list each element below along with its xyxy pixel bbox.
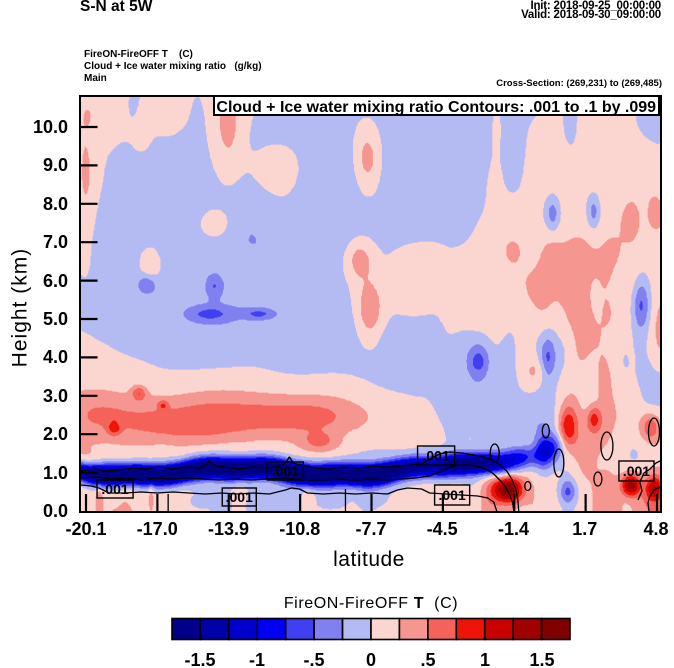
svg-text:.001: .001 xyxy=(272,463,299,479)
svg-text:.001: .001 xyxy=(422,448,449,464)
svg-text:.001: .001 xyxy=(439,487,466,503)
svg-text:.001: .001 xyxy=(226,489,253,505)
svg-text:.001: .001 xyxy=(623,463,650,479)
svg-text:.001: .001 xyxy=(101,481,128,497)
